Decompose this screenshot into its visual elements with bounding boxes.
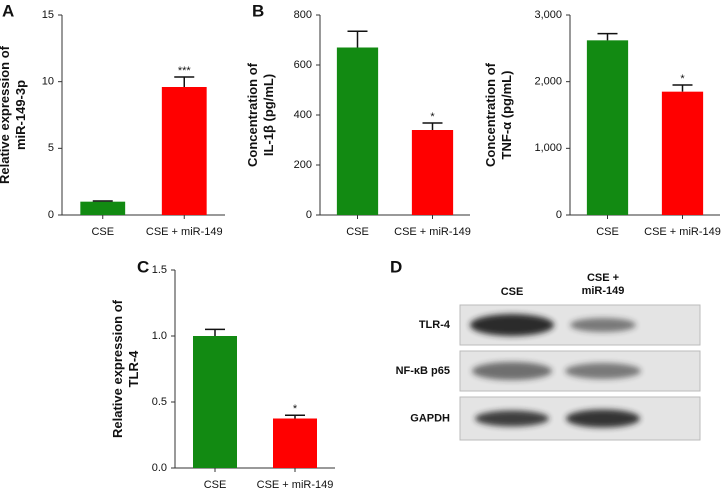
bar: [193, 336, 237, 468]
column-label-line: CSE: [501, 286, 524, 298]
y-tick-label: 0: [48, 209, 54, 221]
x-tick-label: CSE: [204, 479, 227, 490]
panel-label: D: [390, 257, 402, 276]
y-axis-title-line: Concentration of: [483, 62, 498, 167]
panel-label: C: [137, 257, 149, 276]
blot-band: [470, 314, 554, 336]
significance-label: *: [430, 111, 435, 123]
x-tick-label: CSE + miR-149: [394, 226, 471, 238]
y-tick-label: 1.0: [152, 330, 167, 342]
y-tick-label: 200: [294, 159, 312, 171]
x-tick-label: CSE: [596, 226, 619, 238]
bar: [336, 47, 379, 215]
bar: [161, 87, 207, 215]
x-tick-label: CSE + miR-149: [146, 226, 223, 238]
bar: [661, 91, 704, 215]
y-axis-title-line: TLR-4: [126, 350, 141, 388]
y-axis-title: Concentration ofTNF-α (pg/mL): [483, 62, 514, 167]
y-axis-title-line: miR-149-3p: [13, 80, 28, 150]
bar: [411, 130, 454, 215]
y-axis-title-line: TNF-α (pg/mL): [499, 71, 514, 160]
bar: [80, 201, 126, 215]
x-tick-label: CSE: [346, 226, 369, 238]
y-tick-label: 3,000: [534, 9, 562, 21]
error-bar: [205, 328, 225, 336]
y-axis-title-line: Relative expression of: [110, 299, 125, 438]
error-bar: [285, 414, 305, 419]
row-label: GAPDH: [410, 412, 450, 424]
y-tick-label: 400: [294, 109, 312, 121]
error-bar: [597, 32, 618, 41]
significance-label: *: [680, 73, 685, 85]
y-tick-label: 0: [306, 209, 312, 221]
column-label-line: miR-149: [582, 285, 625, 297]
y-axis-title: Relative expression ofTLR-4: [110, 299, 141, 438]
significance-label: *: [293, 403, 298, 415]
y-axis-title-line: IL-1β (pg/mL): [261, 74, 276, 156]
y-tick-label: 2,000: [534, 76, 562, 88]
x-tick-label: CSE + miR-149: [257, 479, 334, 490]
panel-label: A: [2, 1, 14, 20]
y-tick-label: 0: [556, 209, 562, 221]
y-axis-title-line: Relative expression of: [0, 45, 12, 184]
row-label: TLR-4: [419, 319, 451, 331]
y-tick-label: 1.5: [152, 264, 167, 276]
column-label: CSE: [501, 286, 524, 298]
column-label-line: CSE +: [587, 272, 619, 284]
x-tick-label: CSE: [91, 226, 114, 238]
y-axis-title: Relative expression ofmiR-149-3p: [0, 45, 28, 184]
y-axis-title-line: Concentration of: [245, 62, 260, 167]
panel-label: B: [252, 1, 264, 20]
blot-band: [565, 363, 641, 379]
y-tick-label: 800: [294, 9, 312, 21]
error-bar: [92, 200, 113, 202]
y-tick-label: 15: [42, 9, 54, 21]
bar: [273, 418, 317, 468]
y-tick-label: 1,000: [534, 142, 562, 154]
y-axis-title: Concentration ofIL-1β (pg/mL): [245, 62, 276, 167]
column-label: CSE + miR-149: [582, 272, 625, 297]
error-bar: [174, 76, 195, 87]
row-label: NF-κB p65: [396, 365, 450, 377]
error-bar: [347, 30, 368, 48]
y-tick-label: 0.5: [152, 396, 167, 408]
blot-band: [570, 318, 636, 332]
bar: [586, 40, 629, 216]
y-tick-label: 10: [42, 76, 54, 88]
blot-band: [475, 410, 549, 427]
error-bar: [672, 84, 693, 92]
blot-band: [566, 409, 640, 428]
significance-label: ***: [178, 65, 192, 77]
y-tick-label: 5: [48, 142, 54, 154]
y-tick-label: 600: [294, 59, 312, 71]
x-tick-label: CSE + miR-149: [644, 226, 721, 238]
error-bar: [422, 122, 443, 130]
blot-band: [472, 362, 552, 380]
y-tick-label: 0.0: [152, 462, 167, 474]
